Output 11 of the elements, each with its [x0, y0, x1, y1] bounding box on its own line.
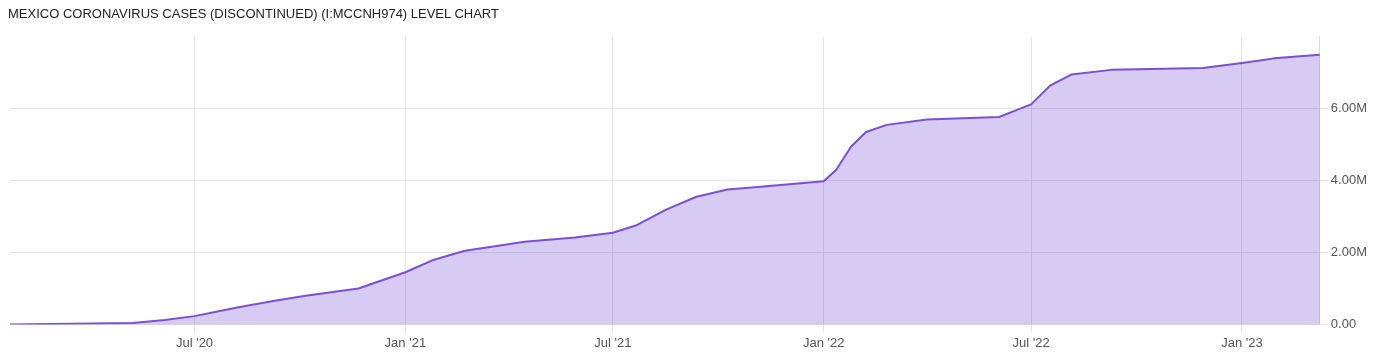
- x-tick-label: Jan '23: [1221, 334, 1263, 350]
- y-tick-label: 4.00M: [1330, 172, 1368, 188]
- x-tick-label: Jan '21: [384, 334, 427, 350]
- x-tick-label: Jul '22: [1012, 334, 1050, 350]
- x-tick-label: Jul '21: [594, 334, 632, 350]
- y-tick-label: 6.00M: [1330, 100, 1368, 116]
- y-tick-label: 2.00M: [1330, 244, 1368, 260]
- y-tick-label: 0.00: [1330, 315, 1357, 331]
- x-tick-label: Jan '22: [802, 334, 845, 350]
- chart-title: MEXICO CORONAVIRUS CASES (DISCONTINUED) (I:MCCNH974) LEVEL CHART: [8, 6, 499, 21]
- x-tick-label: Jul '20: [175, 334, 214, 350]
